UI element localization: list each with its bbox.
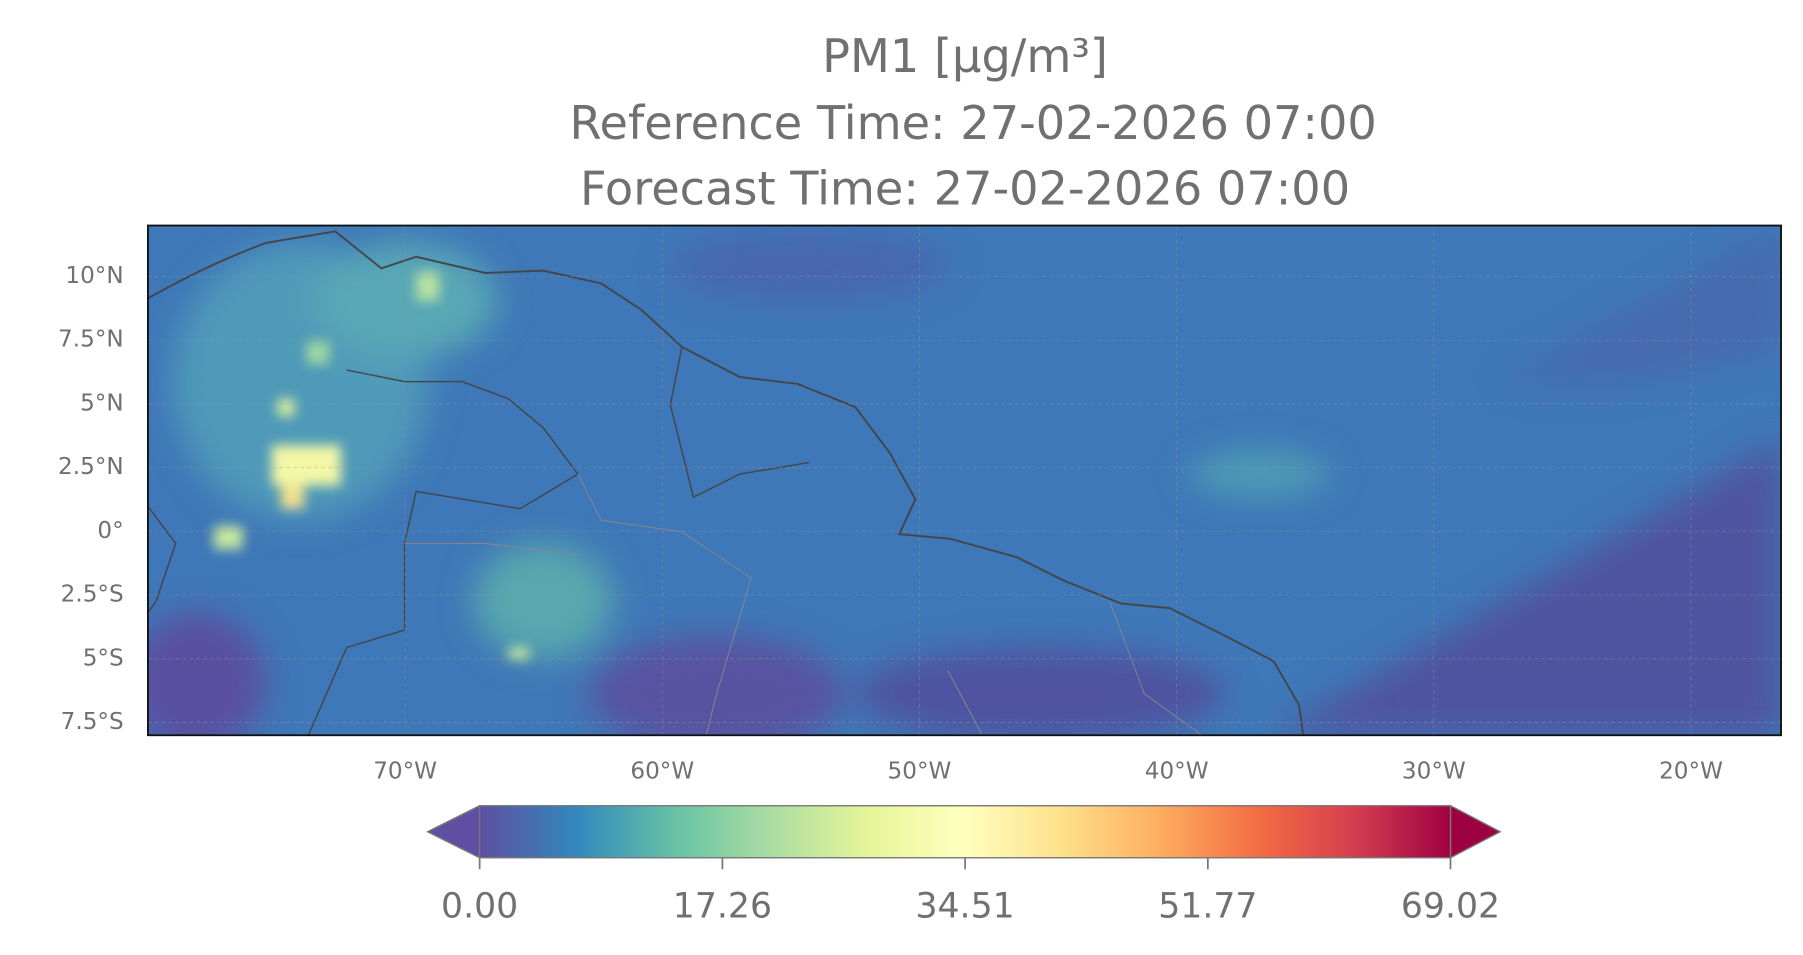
- x-tick-label: 30°W: [1402, 759, 1466, 785]
- x-tick-label: 20°W: [1659, 759, 1723, 785]
- colorbar-tick-label: 34.51: [915, 886, 1014, 926]
- y-tick-label: 2.5°S: [61, 582, 124, 608]
- chart-title: PM1 [µg/m³]: [822, 29, 1108, 83]
- colorbar-tick-label: 51.77: [1158, 886, 1257, 926]
- colorbar-tick-label: 17.26: [673, 886, 772, 926]
- x-tick-label: 50°W: [888, 759, 952, 785]
- y-tick-label: 5°S: [83, 645, 124, 671]
- y-tick-label: 7.5°S: [61, 709, 124, 735]
- y-tick-label: 0°: [97, 518, 123, 544]
- map-frame: [147, 224, 1782, 737]
- forecast-time: Forecast Time: 27-02-2026 07:00: [580, 162, 1350, 216]
- colorbar-extend-min: [426, 804, 481, 859]
- colorbar-extend-max: [1449, 804, 1502, 859]
- map-field: [147, 225, 1782, 736]
- borders: [147, 230, 1305, 736]
- x-tick-label: 40°W: [1145, 759, 1209, 785]
- x-tick-label: 70°W: [373, 759, 437, 785]
- x-tick-label: 60°W: [630, 759, 694, 785]
- colorbar-tick-label: 0.00: [441, 886, 518, 926]
- colorbar-tick-label: 69.02: [1401, 886, 1500, 926]
- reference-time: Reference Time: 27-02-2026 07:00: [570, 96, 1377, 150]
- y-tick-label: 10°N: [65, 263, 123, 289]
- y-tick-label: 5°N: [80, 390, 124, 416]
- y-tick-label: 2.5°N: [58, 454, 124, 480]
- y-tick-label: 7.5°N: [58, 327, 124, 353]
- colorbar: [478, 805, 1452, 859]
